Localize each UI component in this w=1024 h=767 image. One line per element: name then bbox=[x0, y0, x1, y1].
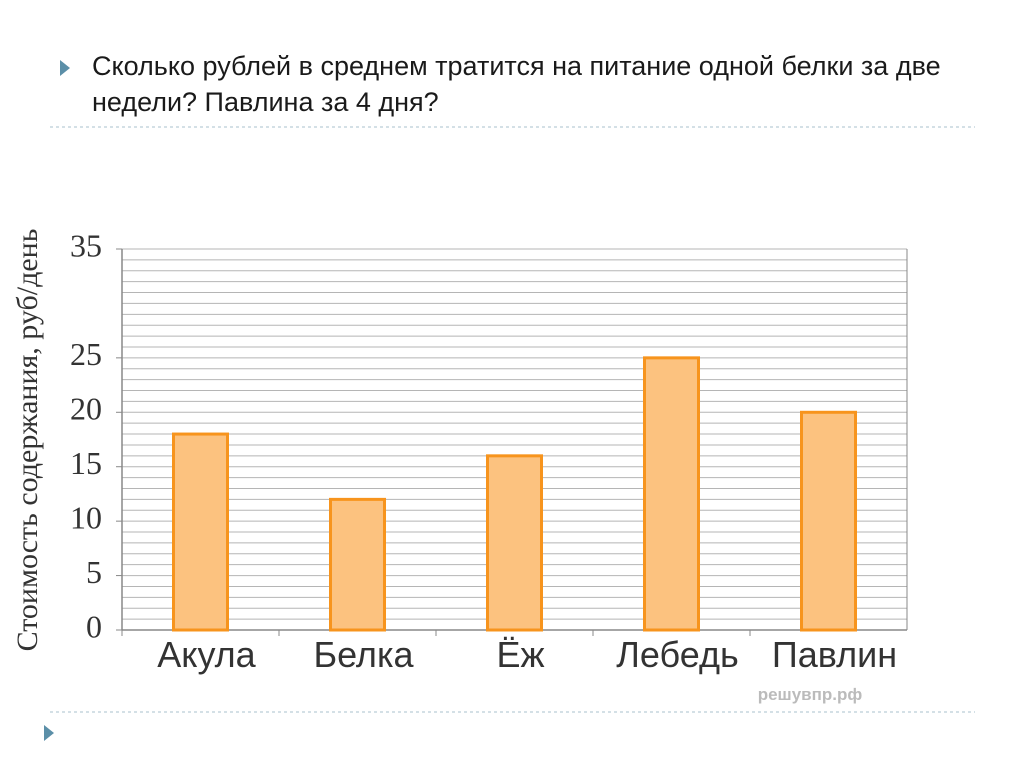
y-tick-label: 10 bbox=[70, 499, 102, 535]
y-axis-label: Стоимость содержания, руб/день bbox=[11, 229, 44, 652]
x-tick-label: Лебедь bbox=[616, 634, 738, 675]
bar bbox=[172, 432, 229, 632]
bar bbox=[800, 410, 857, 632]
y-tick-label: 15 bbox=[70, 445, 102, 481]
watermark: решувпр.рф bbox=[758, 685, 863, 704]
y-tick-label: 25 bbox=[70, 336, 102, 372]
x-tick-label: Ёж bbox=[496, 634, 544, 675]
bar bbox=[486, 454, 543, 632]
bar bbox=[329, 497, 386, 632]
bullet bbox=[44, 725, 54, 741]
y-tick-label: 20 bbox=[70, 391, 102, 427]
x-tick-label: Акула bbox=[157, 634, 256, 675]
y-tick-label: 5 bbox=[86, 554, 102, 590]
y-tick-label: 35 bbox=[70, 227, 102, 263]
y-tick-label: 0 bbox=[86, 608, 102, 644]
x-tick-label: Белка bbox=[313, 634, 414, 675]
bullet bbox=[60, 60, 70, 76]
x-tick-label: Павлин bbox=[772, 634, 897, 675]
bar bbox=[643, 356, 700, 632]
question: Сколько рублей в среднем тратится на пит… bbox=[92, 51, 941, 117]
